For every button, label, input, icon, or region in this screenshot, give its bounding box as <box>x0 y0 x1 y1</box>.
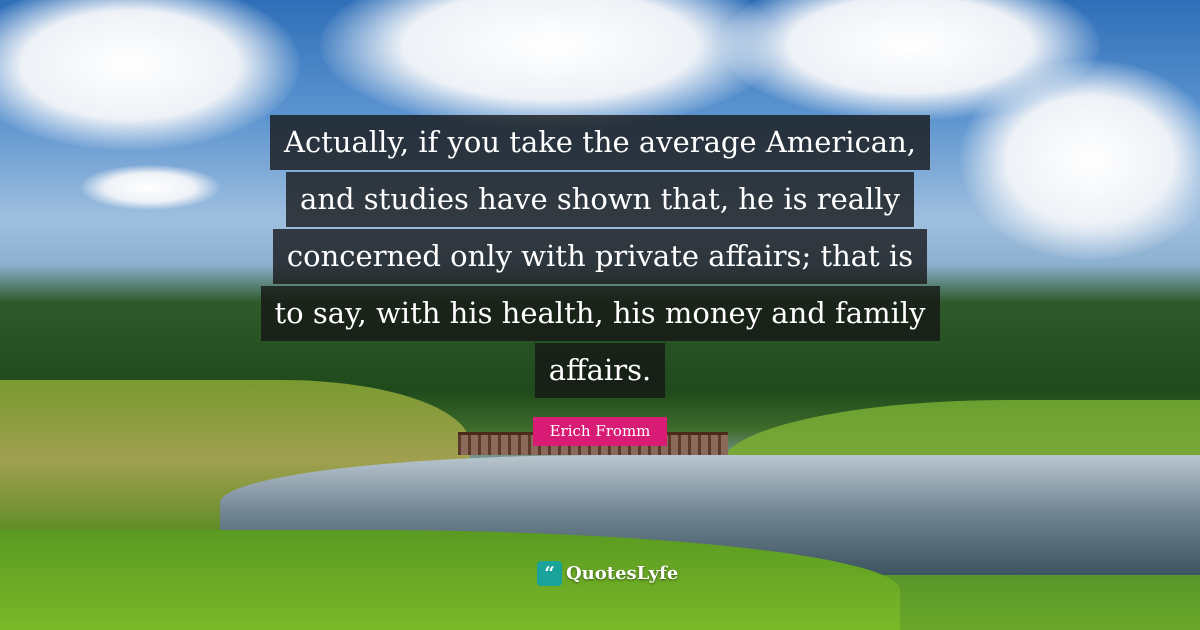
quote-bubble-icon: “ <box>537 561 562 586</box>
quote-line: to say, with his health, his money and f… <box>260 286 940 341</box>
quote-line: affairs. <box>534 343 666 398</box>
cloud <box>0 0 300 150</box>
quote-line: Actually, if you take the average Americ… <box>270 115 930 170</box>
quote-line: and studies have shown that, he is reall… <box>286 172 914 227</box>
cloud <box>960 60 1200 260</box>
cloud <box>80 165 220 210</box>
quote-text: Actually, if you take the average Americ… <box>0 115 1200 400</box>
quote-line: concerned only with private affairs; tha… <box>272 229 928 284</box>
brand-name: QuotesLyfe <box>566 563 679 584</box>
cloud <box>320 0 780 130</box>
author-badge: Erich Fromm <box>533 417 667 446</box>
brand-logo: “ QuotesLyfe <box>537 561 678 586</box>
